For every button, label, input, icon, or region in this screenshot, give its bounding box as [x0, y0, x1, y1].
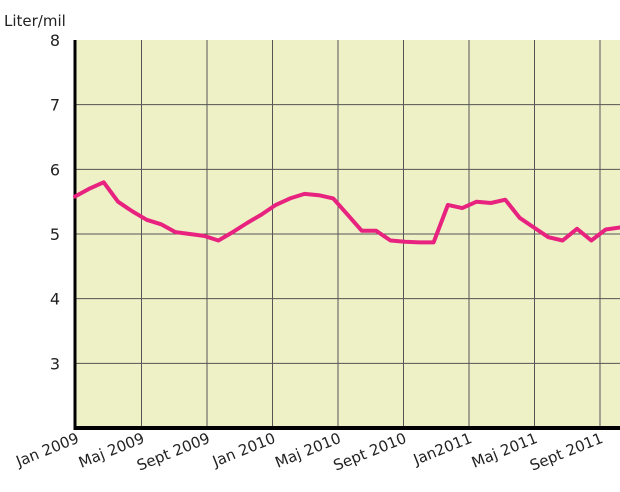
x-tick-label: Sept 2010: [331, 429, 409, 475]
y-tick-label: 5: [50, 225, 60, 244]
x-tick-label: Jan 2009: [13, 429, 82, 471]
y-tick-label: 4: [50, 290, 60, 309]
axes: [73, 40, 620, 430]
y-tick-label: 7: [50, 96, 60, 115]
x-tick-label: Sept 2011: [527, 429, 605, 475]
series-line: [73, 180, 620, 245]
y-tick-label: 3: [50, 354, 60, 373]
y-tick-label: 8: [50, 31, 60, 50]
x-tick-label: Jan 2010: [209, 429, 278, 471]
y-ticks: 3 4 5 6 7 8: [50, 31, 60, 373]
grid: [75, 40, 620, 428]
x-tick-label: Jan2011: [410, 429, 475, 469]
x-tick-label: Sept 2009: [134, 429, 212, 475]
y-axis-label: Liter/mil: [4, 12, 66, 30]
y-tick-label: 6: [50, 160, 60, 179]
